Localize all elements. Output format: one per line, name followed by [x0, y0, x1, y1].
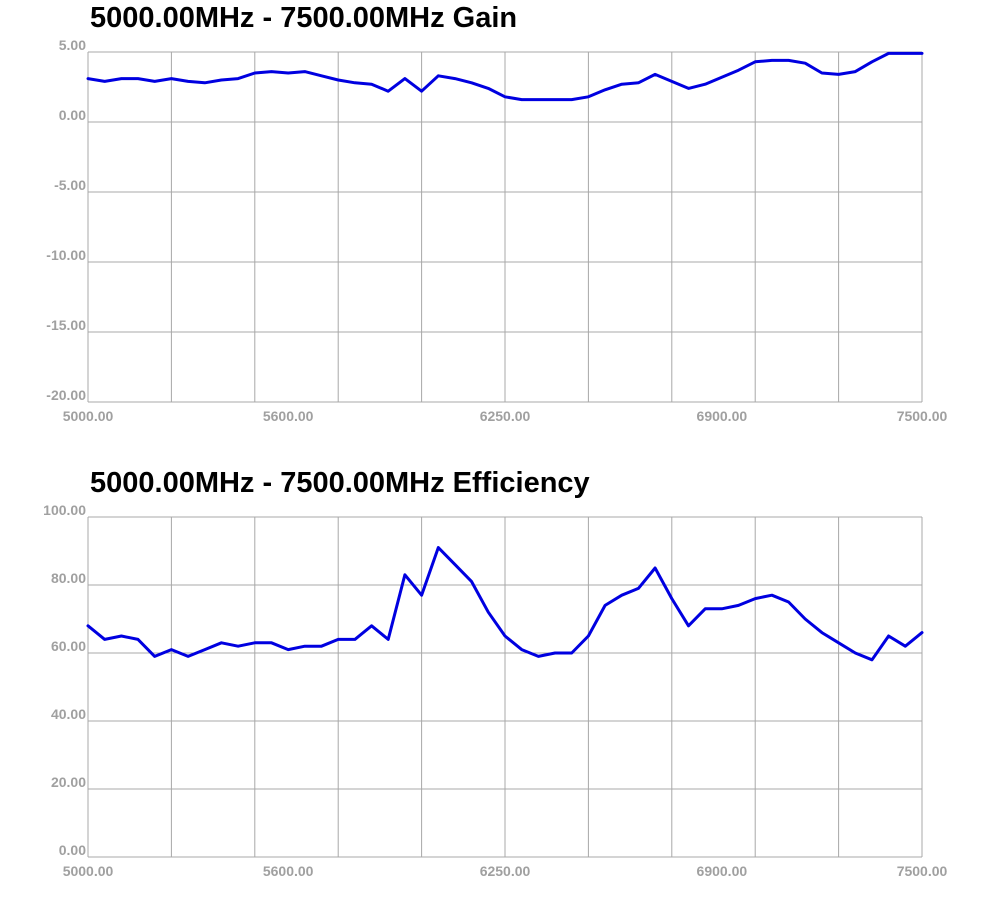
- efficiency-series-line: [86, 546, 924, 662]
- gain-chart-title: 5000.00MHz - 7500.00MHz Gain: [90, 2, 518, 34]
- gain-chart-panel: 5000.00MHz - 7500.00MHz Gain 5.00 0.00 -5.…: [0, 0, 1001, 440]
- efficiency-chart-title: 5000.00MHz - 7500.00MHz Efficiency: [90, 467, 590, 499]
- efficiency-y-tick-label: 0.00: [59, 842, 86, 858]
- gain-y-tick-label: -10.00: [46, 247, 86, 263]
- efficiency-y-tick-label: 80.00: [51, 570, 86, 586]
- efficiency-y-tick-label: 100.00: [43, 502, 86, 518]
- gain-y-tick-label: 5.00: [59, 37, 86, 53]
- efficiency-x-tick-label: 6900.00: [697, 863, 748, 879]
- efficiency-y-tick-label: 60.00: [51, 638, 86, 654]
- efficiency-x-tick-label: 7500.00: [897, 863, 948, 879]
- gain-series-line: [86, 51, 924, 102]
- gain-x-tick-label: 5600.00: [263, 408, 314, 424]
- gain-y-tick-label: -20.00: [46, 387, 86, 403]
- efficiency-y-tick-label: 20.00: [51, 774, 86, 790]
- efficiency-y-tick-label: 40.00: [51, 706, 86, 722]
- efficiency-chart-panel: 5000.00MHz - 7500.00MHz Efficiency 100.0…: [0, 465, 1001, 903]
- gain-x-tick-label: 6900.00: [697, 408, 748, 424]
- efficiency-x-tick-label: 6250.00: [480, 863, 531, 879]
- efficiency-x-tick-label: 5600.00: [263, 863, 314, 879]
- efficiency-chart: 100.00 80.00 60.00 40.00 20.00 0.00 5000.00 560…: [43, 502, 948, 879]
- gain-x-tick-label: 5000.00: [63, 408, 114, 424]
- gain-x-tick-label: 6250.00: [480, 408, 531, 424]
- gain-y-tick-label: 0.00: [59, 107, 86, 123]
- efficiency-x-tick-label: 5000.00: [63, 863, 114, 879]
- gain-chart: 5.00 0.00 -5.00 -10.00 -15.00 -20.00 5000.00 56…: [46, 37, 948, 424]
- gain-y-tick-label: -15.00: [46, 317, 86, 333]
- gain-y-tick-label: -5.00: [54, 177, 86, 193]
- gain-x-tick-label: 7500.00: [897, 408, 948, 424]
